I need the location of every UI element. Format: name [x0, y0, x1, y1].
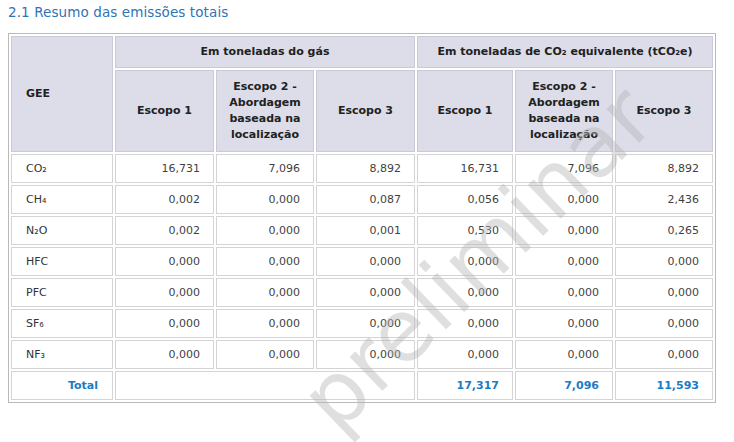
- value-cell: 0,000: [615, 340, 713, 369]
- value-cell: 0,000: [515, 340, 613, 369]
- column-header-co2e-escopo3: Escopo 3: [615, 70, 713, 152]
- total-row: Total 17,3177,09611,593: [11, 371, 713, 400]
- value-cell: 0,000: [115, 247, 214, 276]
- value-cell: 0,000: [216, 278, 314, 307]
- emissions-summary-table: GEE Em toneladas do gás Em toneladas de …: [8, 33, 716, 403]
- value-cell: 0,056: [417, 185, 513, 214]
- value-cell: 0,000: [115, 340, 214, 369]
- gas-row: CH₄0,0020,0000,0870,0560,0002,436: [11, 185, 713, 214]
- value-cell: 0,000: [615, 309, 713, 338]
- value-cell: 8,892: [615, 154, 713, 183]
- gas-row: N₂O0,0020,0000,0010,5300,0000,265: [11, 216, 713, 245]
- column-header-gee: GEE: [11, 36, 113, 152]
- gas-row: NF₃0,0000,0000,0000,0000,0000,000: [11, 340, 713, 369]
- value-cell: 0,002: [115, 185, 214, 214]
- gas-label: SF₆: [11, 309, 113, 338]
- gas-row: SF₆0,0000,0000,0000,0000,0000,000: [11, 309, 713, 338]
- value-cell: 0,000: [417, 247, 513, 276]
- gas-label: HFC: [11, 247, 113, 276]
- total-value-cell: 17,317: [417, 371, 513, 400]
- group-header-row: GEE Em toneladas do gás Em toneladas de …: [11, 36, 713, 68]
- value-cell: 0,000: [515, 185, 613, 214]
- gas-row: HFC0,0000,0000,0000,0000,0000,000: [11, 247, 713, 276]
- value-cell: 0,000: [316, 247, 415, 276]
- value-cell: 0,530: [417, 216, 513, 245]
- column-header-gas-escopo1: Escopo 1: [115, 70, 214, 152]
- value-cell: 0,000: [216, 216, 314, 245]
- column-header-co2e-escopo2: Escopo 2 - Abordagem baseada na localiza…: [515, 70, 613, 152]
- value-cell: 16,731: [417, 154, 513, 183]
- value-cell: 0,000: [515, 309, 613, 338]
- value-cell: 0,000: [316, 309, 415, 338]
- value-cell: 0,000: [515, 247, 613, 276]
- value-cell: 0,000: [216, 340, 314, 369]
- value-cell: 0,000: [515, 216, 613, 245]
- gas-label: CO₂: [11, 154, 113, 183]
- table-body: CO₂16,7317,0968,89216,7317,0968,892CH₄0,…: [11, 154, 713, 400]
- total-empty-cell: [115, 371, 415, 400]
- column-header-gas-escopo3: Escopo 3: [316, 70, 415, 152]
- value-cell: 0,001: [316, 216, 415, 245]
- value-cell: 0,000: [316, 278, 415, 307]
- gas-row: CO₂16,7317,0968,89216,7317,0968,892: [11, 154, 713, 183]
- value-cell: 16,731: [115, 154, 214, 183]
- value-cell: 0,000: [216, 185, 314, 214]
- column-header-gas-escopo2: Escopo 2 - Abordagem baseada na localiza…: [216, 70, 314, 152]
- value-cell: 0,000: [216, 247, 314, 276]
- column-header-co2e-escopo1: Escopo 1: [417, 70, 513, 152]
- value-cell: 0,000: [216, 309, 314, 338]
- value-cell: 0,000: [417, 278, 513, 307]
- value-cell: 0,002: [115, 216, 214, 245]
- value-cell: 8,892: [316, 154, 415, 183]
- value-cell: 0,000: [615, 278, 713, 307]
- gas-label: NF₃: [11, 340, 113, 369]
- value-cell: 0,000: [316, 340, 415, 369]
- value-cell: 0,000: [515, 278, 613, 307]
- value-cell: 7,096: [216, 154, 314, 183]
- value-cell: 0,087: [316, 185, 415, 214]
- gas-label: N₂O: [11, 216, 113, 245]
- group-header-tons-co2e: Em toneladas de CO₂ equivalente (tCO₂e): [417, 36, 713, 68]
- total-label: Total: [11, 371, 113, 400]
- sub-header-row: Escopo 1 Escopo 2 - Abordagem baseada na…: [11, 70, 713, 152]
- value-cell: 0,000: [115, 309, 214, 338]
- gas-row: PFC0,0000,0000,0000,0000,0000,000: [11, 278, 713, 307]
- table-header: GEE Em toneladas do gás Em toneladas de …: [11, 36, 713, 152]
- group-header-tons-of-gas: Em toneladas do gás: [115, 36, 415, 68]
- gas-label: CH₄: [11, 185, 113, 214]
- value-cell: 0,000: [417, 309, 513, 338]
- value-cell: 2,436: [615, 185, 713, 214]
- value-cell: 0,265: [615, 216, 713, 245]
- value-cell: 0,000: [115, 278, 214, 307]
- value-cell: 0,000: [615, 247, 713, 276]
- section-title: 2.1 Resumo das emissões totais: [8, 4, 228, 20]
- total-value-cell: 7,096: [515, 371, 613, 400]
- total-value-cell: 11,593: [615, 371, 713, 400]
- gas-label: PFC: [11, 278, 113, 307]
- report-page: 2.1 Resumo das emissões totais GEE Em to…: [0, 0, 734, 442]
- value-cell: 7,096: [515, 154, 613, 183]
- value-cell: 0,000: [417, 340, 513, 369]
